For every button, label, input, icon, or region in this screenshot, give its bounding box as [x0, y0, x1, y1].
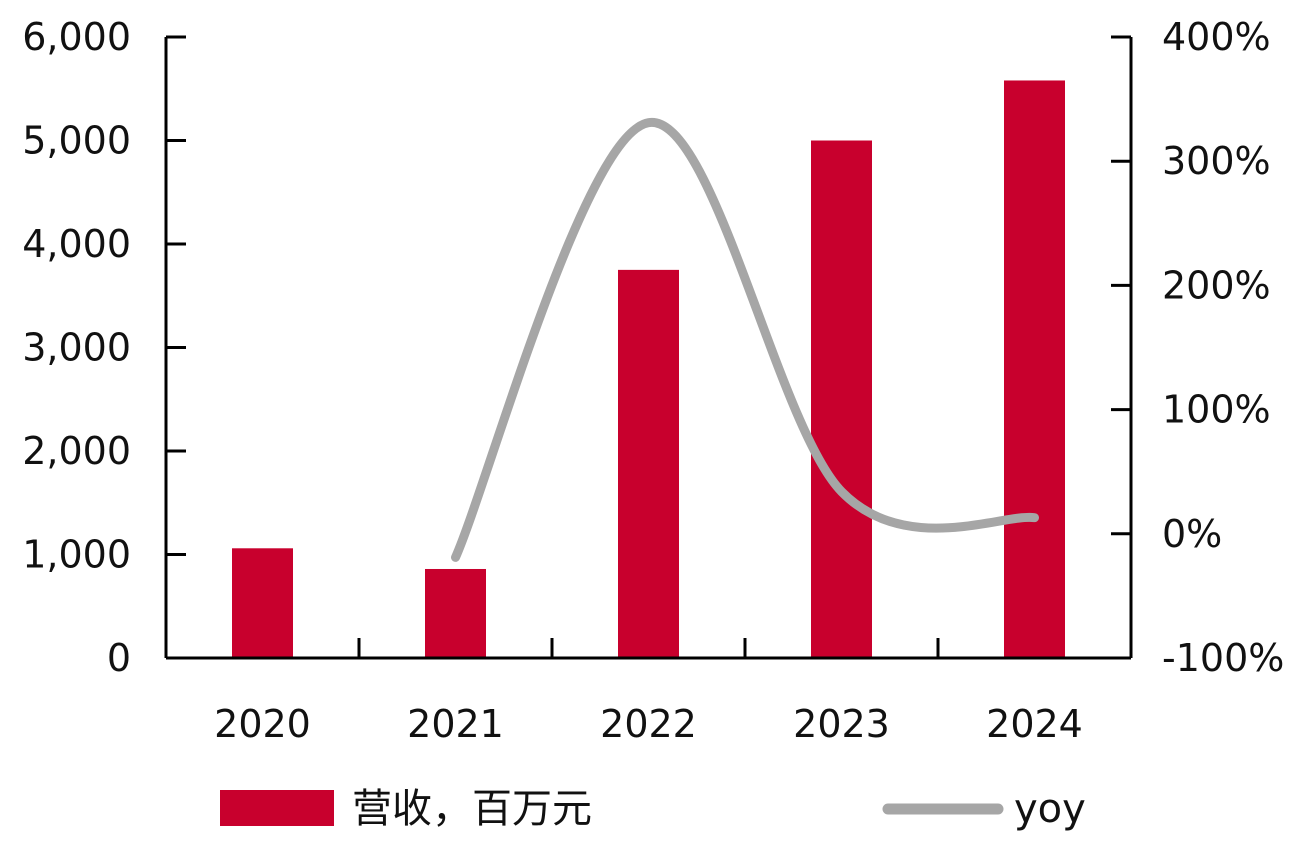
left-axis-tick-label: 5,000 — [22, 119, 131, 163]
right-axis-tick-label: 100% — [1162, 388, 1271, 432]
right-axis-tick-label: 400% — [1162, 15, 1271, 59]
bar-2021 — [425, 568, 486, 658]
x-axis-tick-label: 2020 — [214, 702, 311, 746]
legend-label-revenue: 营收，百万元 — [352, 786, 592, 832]
left-axis-tick-label: 1,000 — [22, 533, 131, 577]
right-axis-tick-label: -100% — [1162, 636, 1284, 680]
bar-2023 — [811, 140, 872, 658]
x-axis-tick-label: 2023 — [793, 702, 890, 746]
legend: 营收，百万元 yoy — [220, 786, 1086, 832]
bar-2020 — [232, 548, 293, 658]
x-axis-tick-label: 2024 — [986, 702, 1083, 746]
axes — [164, 37, 1133, 660]
right-axis-tick-label: 0% — [1162, 512, 1222, 556]
left-axis-tick-label: 4,000 — [22, 222, 131, 266]
left-axis-tick-label: 2,000 — [22, 429, 131, 473]
bar-2024 — [1004, 80, 1065, 659]
yoy-line-layer — [451, 118, 1039, 562]
bar-2022 — [618, 269, 679, 658]
x-axis-tick-label: 2022 — [600, 702, 697, 746]
bars — [232, 80, 1065, 659]
x-axis: 2020 2021 2022 2023 2024 — [214, 638, 1083, 746]
right-axis-tick-label: 300% — [1162, 139, 1271, 183]
x-axis-tick-label: 2021 — [407, 702, 504, 746]
left-axis-tick-label: 6,000 — [22, 15, 131, 59]
legend-swatch-revenue — [220, 790, 334, 826]
left-axis-tick-label: 0 — [107, 636, 131, 680]
left-axis-tick-label: 3,000 — [22, 326, 131, 370]
legend-label-yoy: yoy — [1014, 786, 1086, 832]
left-axis-ticks: 0 1,000 2,000 3,000 4,000 5,000 6,000 — [22, 15, 186, 680]
yoy-line — [451, 118, 1039, 562]
right-axis-tick-label: 200% — [1162, 263, 1271, 307]
right-axis-ticks: -100% 0% 100% 200% 300% 400% — [1111, 15, 1284, 680]
